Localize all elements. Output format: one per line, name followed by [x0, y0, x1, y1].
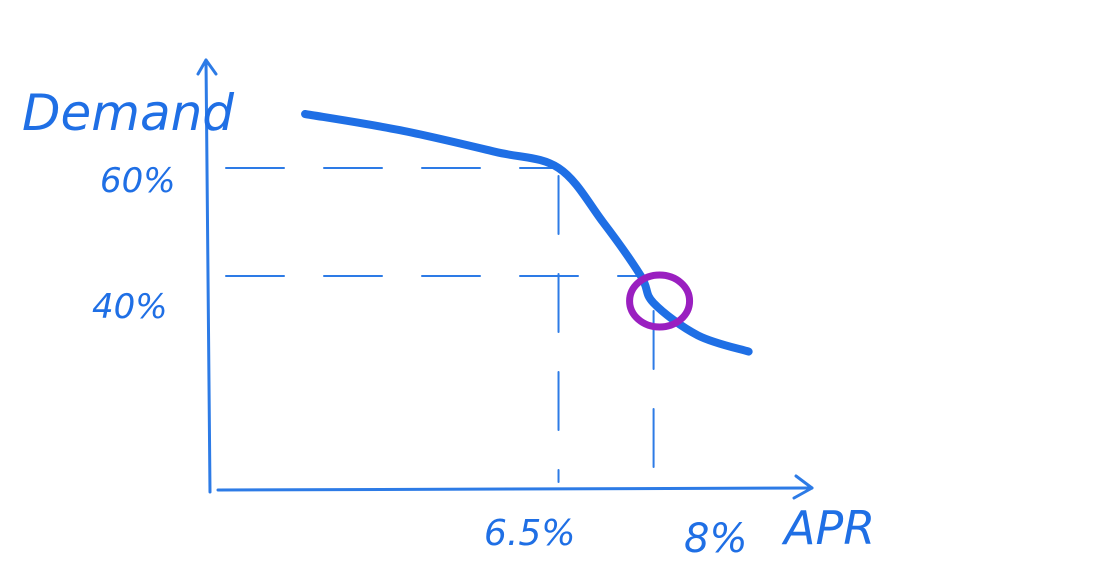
x-tick-label-6-5: 6.5% — [484, 513, 575, 554]
y-axis-line — [204, 58, 212, 494]
reference-lines — [225, 167, 655, 483]
y-tick-label-60: 60% — [100, 161, 176, 201]
highlight-layer — [626, 271, 694, 331]
labels-layer: Demand APR 60% 40% 6.5% 8% — [22, 84, 875, 562]
x-axis-arrowhead — [792, 474, 814, 500]
x-tick-label-8: 8% — [684, 516, 747, 562]
highlight-circle — [626, 271, 694, 331]
y-axis-arrowhead — [196, 58, 218, 76]
axes — [196, 58, 814, 500]
y-tick-label-40: 40% — [92, 287, 168, 327]
x-axis-label: APR — [781, 501, 875, 555]
x-axis-line — [216, 486, 814, 492]
y-axis-label: Demand — [22, 84, 234, 142]
